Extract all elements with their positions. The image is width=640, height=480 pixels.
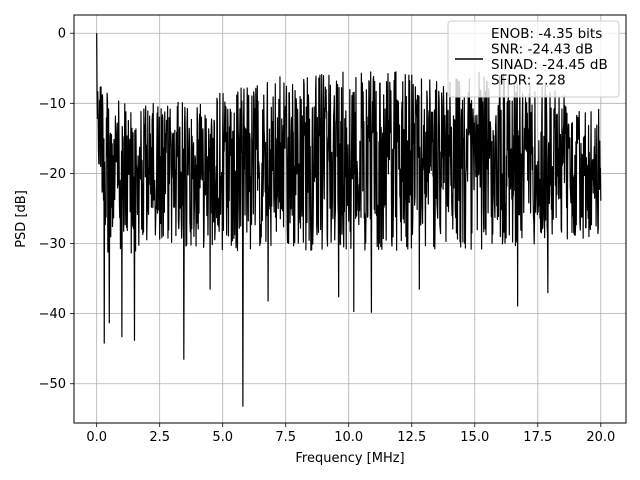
x-tick-label: 0.0 xyxy=(86,430,107,445)
y-tick-label: −20 xyxy=(39,167,66,182)
legend-entry-sfdr: SFDR: 2.28 xyxy=(491,73,566,89)
x-tick-label: 17.5 xyxy=(523,430,552,445)
plot-area xyxy=(96,33,602,407)
x-axis-label: Frequency [MHz] xyxy=(295,451,404,466)
x-tick-label: 5.0 xyxy=(212,430,233,445)
y-tick-label: −10 xyxy=(39,97,66,112)
legend-box xyxy=(447,20,620,98)
y-axis-label: PSD [dB] xyxy=(14,190,29,248)
x-tick-label: 7.5 xyxy=(275,430,296,445)
legend: ENOB: -4.35 bits SNR: -24.43 dB SINAD: -… xyxy=(447,20,620,98)
x-tick-label: 2.5 xyxy=(149,430,170,445)
axes-frame xyxy=(73,14,627,424)
y-tick-label: −30 xyxy=(39,237,66,252)
y-tick-label: 0 xyxy=(58,27,66,42)
y-tick-label: −40 xyxy=(39,307,66,322)
legend-entry-enob: ENOB: -4.35 bits xyxy=(491,26,602,42)
x-tick-label: 20.0 xyxy=(586,430,615,445)
y-tick-label: −50 xyxy=(39,377,66,392)
x-tick-label: 15.0 xyxy=(460,430,489,445)
x-tick-label: 10.0 xyxy=(334,430,363,445)
ticks: 0.0 2.5 5.0 7.5 10.0 12.5 15.0 17.5 20.0 0 −10 −20 −… xyxy=(39,27,616,445)
legend-entry-sinad: SINAD: -24.45 dB xyxy=(491,57,608,73)
legend-entry-snr: SNR: -24.43 dB xyxy=(491,42,593,58)
psd-series-line xyxy=(96,33,602,407)
x-tick-label: 12.5 xyxy=(397,430,426,445)
